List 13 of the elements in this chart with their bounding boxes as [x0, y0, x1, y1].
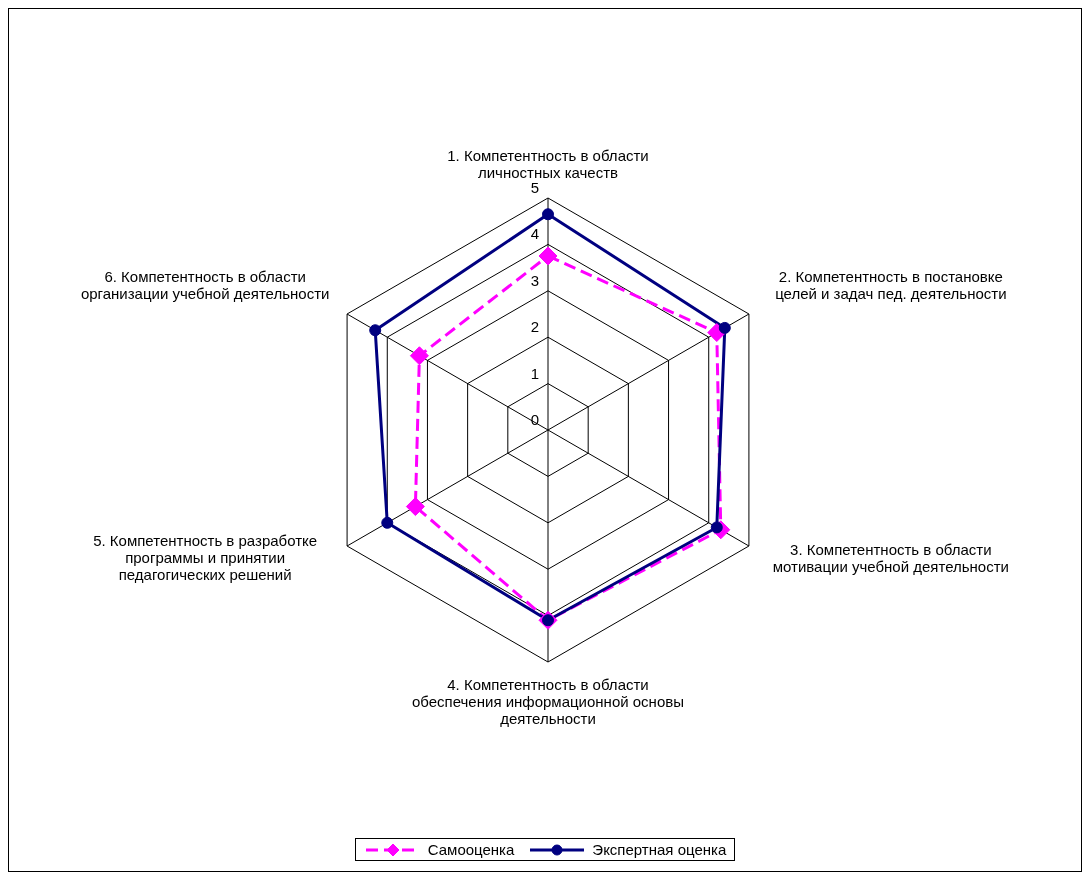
y-tick-label: 5 — [530, 179, 539, 196]
spoke-label: 5. Компетентность в разработке программы и принятии педагогических решений — [93, 532, 318, 583]
spoke-label: 3. Компетентность в области мотивации учебной деятельности — [772, 540, 1009, 575]
spoke-label: 1. Компетентность в области личностных качеств — [447, 147, 649, 181]
legend-label: Самооценка — [427, 841, 515, 858]
y-tick-label: 1 — [530, 364, 539, 382]
y-tick-label: 3 — [530, 271, 539, 289]
spoke-label: 4. Компетентность в области обеспечения информационной основы деятельности — [411, 676, 685, 727]
spoke-label: 2. Компетентность в постановке целей и задач пед. деятельности — [775, 267, 1007, 302]
spoke-label: 6. Компетентность в области организации учебной деятельности — [80, 267, 330, 302]
y-tick-label: 2 — [530, 318, 539, 336]
legend-label: Экспертная оценка — [592, 841, 727, 858]
y-tick-label: 4 — [530, 225, 539, 243]
